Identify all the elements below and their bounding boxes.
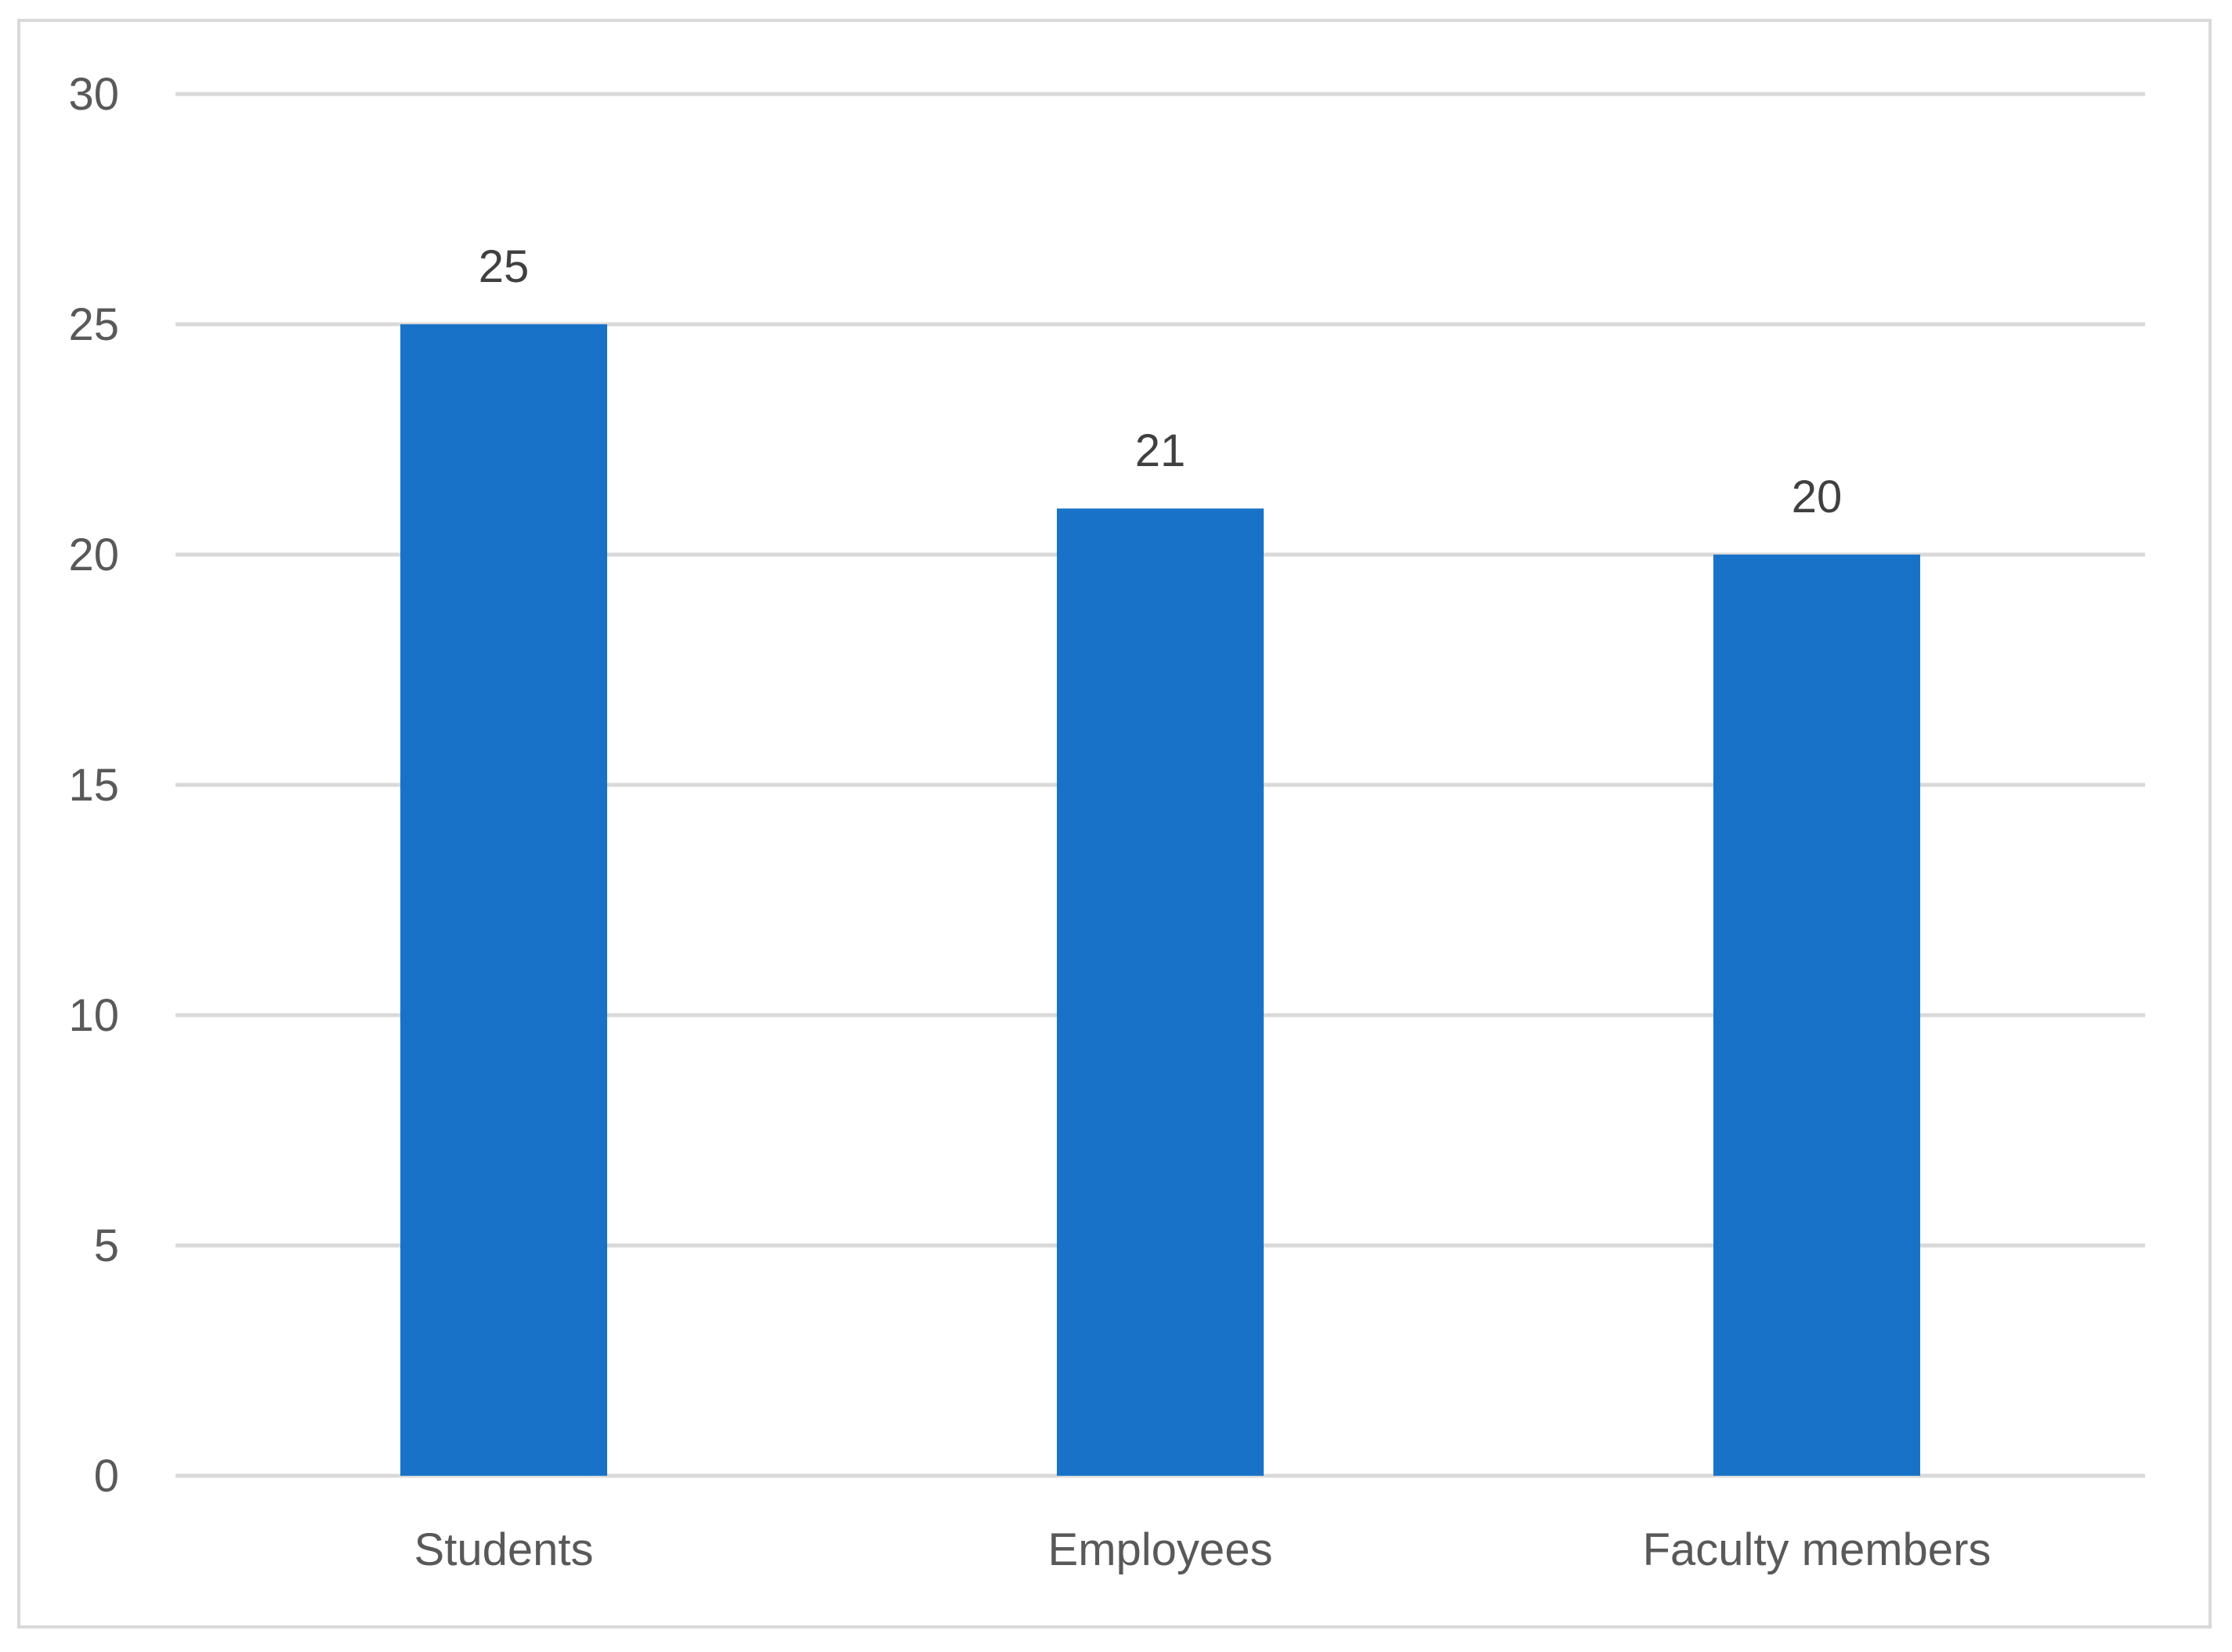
x-axis-tick-labels: Students Employees Faculty members [414,1524,1991,1575]
y-tick-label: 5 [94,1220,119,1271]
y-axis-tick-labels: 0 5 10 15 20 25 30 [68,69,119,1502]
bar-faculty-members [1713,555,1920,1476]
y-tick-label: 20 [68,530,119,580]
data-label: 20 [1792,472,1843,522]
y-tick-label: 30 [68,69,119,120]
x-tick-label: Employees [1048,1524,1273,1575]
y-tick-label: 10 [68,990,119,1041]
data-label: 21 [1135,425,1186,476]
y-tick-label: 0 [94,1451,119,1502]
y-tick-label: 15 [68,760,119,811]
bar-students [400,324,607,1476]
x-tick-label: Faculty members [1643,1524,1991,1575]
x-tick-label: Students [414,1524,594,1575]
bar-employees [1057,508,1264,1477]
data-labels: 25 21 20 [479,241,1843,522]
y-tick-label: 25 [68,299,119,350]
bars [400,324,1920,1477]
data-label: 25 [479,241,530,292]
